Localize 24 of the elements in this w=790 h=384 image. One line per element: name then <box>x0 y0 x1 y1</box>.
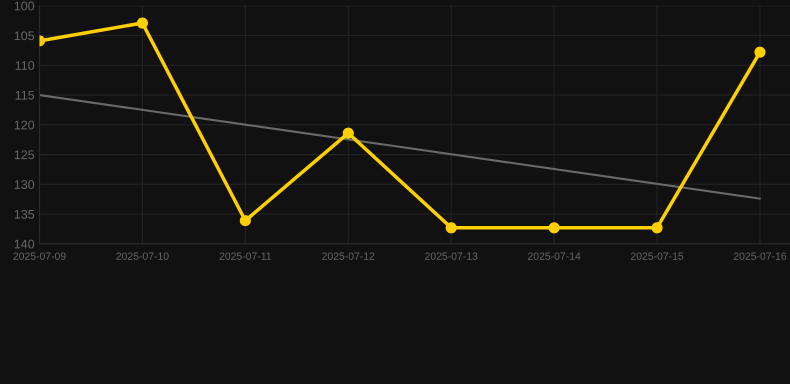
y-tick-label: 100 <box>14 2 34 10</box>
x-tick-label: 2025-07-11 <box>220 252 272 260</box>
x-tick-label: 2025-07-13 <box>425 252 478 260</box>
x-tick-label: 2025-07-12 <box>322 252 374 260</box>
y-tick-label: 115 <box>16 90 34 100</box>
x-tick-label: 2025-07-15 <box>630 252 684 260</box>
point <box>548 222 560 234</box>
point <box>136 17 148 29</box>
x-tick-label: 2025-07-14 <box>528 252 580 260</box>
y-tick-label: 120 <box>14 120 34 130</box>
y-tick-label: 130 <box>14 180 34 189</box>
y-tick-label: 125 <box>14 150 34 160</box>
y-tick-label: 105 <box>14 31 34 40</box>
point <box>754 46 766 58</box>
x-tick-label: 2025-07-10 <box>116 252 169 260</box>
point <box>240 215 251 226</box>
point <box>342 128 354 139</box>
y-tick-label: 135 <box>14 210 34 219</box>
y-tick-label: 110 <box>16 61 34 70</box>
point <box>652 222 663 234</box>
x-tick-label: 2025-07-09 <box>13 252 66 260</box>
point <box>446 222 457 234</box>
x-tick-label: 2025-07-16 <box>734 252 786 260</box>
y-tick-label: 140 <box>14 240 34 248</box>
